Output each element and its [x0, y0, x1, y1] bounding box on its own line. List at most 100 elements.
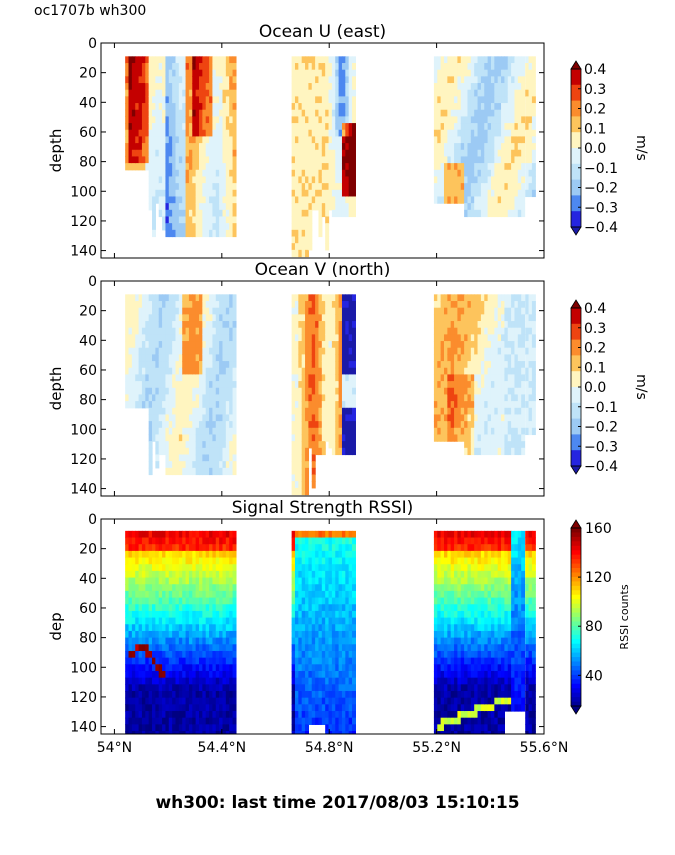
heatmap-cell	[325, 421, 330, 429]
heatmap-cell	[178, 103, 183, 111]
heatmap-cell	[477, 421, 482, 429]
heatmap-cell	[517, 169, 522, 178]
heatmap-cell	[437, 109, 442, 117]
heatmap-cell	[135, 347, 140, 355]
heatmap-cell	[141, 136, 146, 144]
heatmap-cell	[188, 136, 193, 144]
heatmap-cell	[222, 69, 227, 77]
heatmap-cell	[308, 401, 313, 409]
heatmap-cell	[192, 327, 197, 335]
heatmap-cell	[450, 109, 455, 117]
heatmap-cell	[480, 129, 485, 138]
colorbar-1: 0.40.30.20.10.0−0.1−0.2−0.3−0.4m/s	[570, 60, 649, 236]
heatmap-cell	[467, 347, 472, 355]
heatmap-cell	[145, 557, 150, 565]
heatmap-cell	[152, 136, 156, 144]
heatmap-cell	[514, 163, 519, 171]
heatmap-cell	[141, 657, 146, 665]
heatmap-cell	[440, 314, 445, 322]
heatmap-cell	[521, 387, 526, 396]
heatmap-cell	[195, 544, 200, 552]
heatmap-cell	[205, 407, 210, 416]
heatmap-cell	[311, 163, 316, 171]
heatmap-cell	[185, 321, 190, 329]
heatmap-cell	[202, 307, 207, 315]
heatmap-cell	[148, 731, 153, 734]
heatmap-cell	[199, 644, 203, 652]
heatmap-cell	[155, 724, 160, 732]
heatmap-cell	[178, 381, 183, 389]
heatmap-cell	[504, 341, 509, 349]
heatmap-cell	[178, 644, 183, 652]
heatmap-cell	[338, 176, 343, 184]
heatmap-cell	[188, 454, 193, 462]
heatmap-cell	[525, 347, 530, 355]
heatmap-cell	[162, 83, 167, 91]
chart-panel-1: Ocean U (east)020406080100120140depth0.4…	[47, 22, 649, 260]
heatmap-cell	[517, 83, 522, 91]
heatmap-cell	[175, 361, 180, 369]
heatmap-cell	[494, 143, 499, 151]
heatmap-cell	[175, 334, 180, 342]
heatmap-cell	[335, 327, 340, 335]
heatmap-cell	[141, 604, 146, 612]
heatmap-cell	[232, 136, 237, 144]
heatmap-cell	[457, 96, 462, 104]
heatmap-cell	[199, 163, 203, 171]
heatmap-cell	[298, 56, 303, 64]
heatmap-cell	[477, 321, 482, 329]
heatmap-cell	[477, 69, 482, 77]
heatmap-cell	[480, 387, 485, 396]
heatmap-cell	[450, 163, 455, 171]
heatmap-cell	[467, 183, 472, 191]
heatmap-cell	[225, 454, 230, 462]
heatmap-cell	[477, 203, 482, 211]
heatmap-cell	[188, 76, 193, 84]
heatmap-cell	[440, 89, 445, 97]
heatmap-cell	[158, 307, 163, 315]
heatmap-cell	[212, 63, 217, 71]
heatmap-cell	[209, 381, 214, 389]
colorbar-tick-label: 0.0	[584, 141, 606, 157]
heatmap-cell	[172, 461, 177, 469]
heatmap-cell	[192, 301, 197, 309]
heatmap-cell	[494, 401, 499, 409]
heatmap-cell	[128, 341, 133, 349]
heatmap-cell	[348, 209, 353, 218]
heatmap-cell	[195, 83, 200, 91]
heatmap-cell	[135, 116, 140, 124]
heatmap-cell	[188, 401, 193, 409]
heatmap-cell	[225, 461, 230, 469]
heatmap-cell	[172, 630, 177, 639]
heatmap-cell	[172, 530, 177, 539]
heatmap-cell	[305, 96, 310, 104]
heatmap-cell	[325, 129, 330, 138]
heatmap-cell	[158, 711, 163, 719]
heatmap-cell	[125, 537, 130, 545]
heatmap-cell	[305, 76, 310, 84]
heatmap-cell	[341, 76, 346, 84]
heatmap-cell	[131, 56, 136, 64]
heatmap-cell	[474, 169, 479, 178]
heatmap-cell	[202, 381, 207, 389]
heatmap-cell	[162, 176, 167, 184]
heatmap-cell	[345, 434, 350, 442]
heatmap-cell	[209, 441, 214, 449]
heatmap-cell	[338, 109, 343, 117]
heatmap-cell	[460, 189, 465, 198]
heatmap-cell	[158, 697, 163, 705]
heatmap-cell	[528, 76, 533, 84]
heatmap-cell	[494, 83, 499, 91]
heatmap-cell	[192, 704, 197, 712]
heatmap-cell	[205, 564, 210, 572]
heatmap-cell	[341, 421, 346, 429]
colorbar-segment	[571, 84, 581, 101]
heatmap-cell	[507, 407, 512, 416]
heatmap-cell	[504, 89, 509, 97]
heatmap-cell	[511, 427, 516, 436]
heatmap-cell	[338, 421, 343, 429]
heatmap-cell	[318, 421, 323, 429]
heatmap-cell	[484, 427, 489, 436]
heatmap-cell	[128, 697, 133, 705]
heatmap-cell	[504, 76, 509, 84]
